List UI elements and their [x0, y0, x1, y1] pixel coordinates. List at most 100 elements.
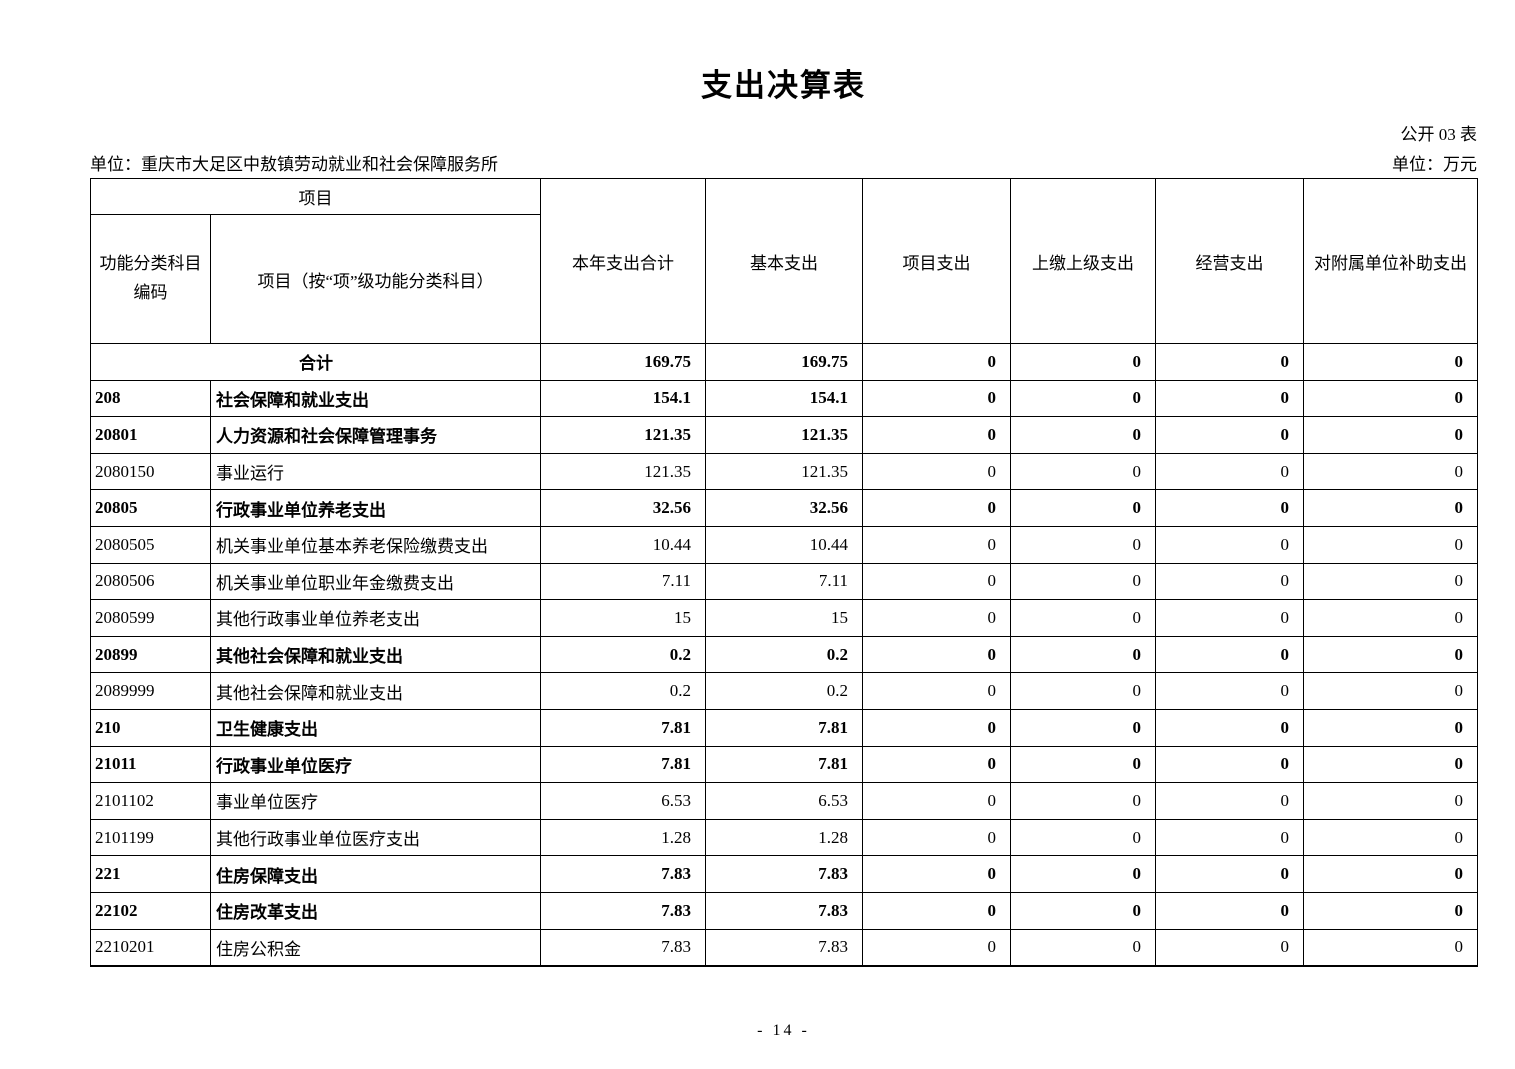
row-code: 221: [90, 855, 211, 893]
row-operating: 0: [1155, 708, 1304, 747]
row-basic: 15: [705, 599, 863, 637]
header-code-line2: 编码: [133, 283, 168, 302]
table-row: 2080150 事业运行 121.35 121.35 0 0 0 0: [90, 452, 1478, 491]
row-item: 机关事业单位基本养老保险缴费支出: [210, 525, 541, 564]
row-upper: 0: [1010, 928, 1156, 968]
table-row: 21011 行政事业单位医疗 7.81 7.81 0 0 0 0: [90, 745, 1478, 784]
row-upper: 0: [1010, 525, 1156, 564]
row-upper: 0: [1010, 562, 1156, 601]
page-title: 支出决算表: [701, 68, 866, 103]
row-subsidy: 0: [1303, 855, 1478, 893]
row-upper: 0: [1010, 635, 1156, 674]
row-basic: 0.2: [705, 635, 863, 674]
row-project: 0: [862, 525, 1011, 564]
row-operating: 0: [1155, 562, 1304, 601]
row-project: 0: [862, 416, 1011, 454]
table-row: 208 社会保障和就业支出 154.1 154.1 0 0 0 0: [90, 379, 1478, 418]
row-subsidy: 0: [1303, 782, 1478, 820]
row-total: 15: [540, 599, 706, 637]
row-upper: 0: [1010, 745, 1156, 784]
row-subsidy: 0: [1303, 928, 1478, 968]
header-col-total: 本年支出合计: [540, 178, 706, 344]
row-total: 7.81: [540, 745, 706, 784]
row-item: 行政事业单位医疗: [210, 745, 541, 784]
row-item: 人力资源和社会保障管理事务: [210, 416, 541, 454]
row-code: 22102: [90, 891, 211, 930]
row-basic: 121.35: [705, 452, 863, 491]
table-row: 2101199 其他行政事业单位医疗支出 1.28 1.28 0 0 0 0: [90, 818, 1478, 857]
table-row: 210 卫生健康支出 7.81 7.81 0 0 0 0: [90, 708, 1478, 747]
table-row: 2089999 其他社会保障和就业支出 0.2 0.2 0 0 0 0: [90, 672, 1478, 710]
row-upper: 0: [1010, 672, 1156, 710]
row-total: 32.56: [540, 489, 706, 527]
row-subsidy: 0: [1303, 635, 1478, 674]
row-item: 卫生健康支出: [210, 708, 541, 747]
table-row: 2080599 其他行政事业单位养老支出 15 15 0 0 0 0: [90, 599, 1478, 637]
table-row: 20805 行政事业单位养老支出 32.56 32.56 0 0 0 0: [90, 489, 1478, 527]
row-upper: 0: [1010, 379, 1156, 418]
table-row: 20801 人力资源和社会保障管理事务 121.35 121.35 0 0 0 …: [90, 416, 1478, 454]
row-subsidy: 0: [1303, 489, 1478, 527]
row-subsidy: 0: [1303, 599, 1478, 637]
row-operating: 0: [1155, 416, 1304, 454]
row-project: 0: [862, 672, 1011, 710]
row-operating: 0: [1155, 672, 1304, 710]
header-row-2: 功能分类科目 编码 项目（按“项”级功能分类科目）: [90, 214, 1478, 344]
row-basic: 10.44: [705, 525, 863, 564]
table-row: 22102 住房改革支出 7.83 7.83 0 0 0 0: [90, 891, 1478, 930]
row-code: 20899: [90, 635, 211, 674]
row-code: 2080150: [90, 452, 211, 491]
table-row: 221 住房保障支出 7.83 7.83 0 0 0 0: [90, 855, 1478, 893]
row-operating: 0: [1155, 891, 1304, 930]
row-item: 行政事业单位养老支出: [210, 489, 541, 527]
row-item: 住房公积金: [210, 928, 541, 968]
header-code-line1: 功能分类科目: [99, 254, 202, 274]
row-project: 0: [862, 452, 1011, 491]
row-operating: 0: [1155, 379, 1304, 418]
row-code: 2080599: [90, 599, 211, 637]
row-project: 0: [862, 635, 1011, 674]
row-code: 2089999: [90, 672, 211, 710]
row-total: 6.53: [540, 782, 706, 820]
header-col-subsidy: 对附属单位补助支出: [1303, 178, 1478, 344]
table-code-label: 公开 03 表: [1400, 125, 1478, 144]
row-basic: 7.11: [705, 562, 863, 601]
row-basic: 154.1: [705, 379, 863, 418]
row-basic: 6.53: [705, 782, 863, 820]
row-item: 社会保障和就业支出: [210, 379, 541, 418]
row-operating: 0: [1155, 818, 1304, 857]
row-upper: 0: [1010, 452, 1156, 491]
row-subsidy: 0: [1303, 708, 1478, 747]
row-operating: 0: [1155, 855, 1304, 893]
table-row: 2210201 住房公积金 7.83 7.83 0 0 0 0: [90, 928, 1478, 968]
table-row: 2101102 事业单位医疗 6.53 6.53 0 0 0 0: [90, 782, 1478, 820]
row-project: 0: [862, 379, 1011, 418]
row-basic: 121.35: [705, 416, 863, 454]
row-item: 其他行政事业单位养老支出: [210, 599, 541, 637]
row-item: 事业运行: [210, 452, 541, 491]
row-code: 2080506: [90, 562, 211, 601]
row-total: 0.2: [540, 635, 706, 674]
row-project: 0: [862, 562, 1011, 601]
row-code: 2101199: [90, 818, 211, 857]
row-project: 0: [862, 745, 1011, 784]
row-code: 20805: [90, 489, 211, 527]
row-project: 0: [862, 928, 1011, 968]
row-total: 7.83: [540, 928, 706, 968]
org-label: 单位：重庆市大足区中敖镇劳动就业和社会保障服务所: [90, 155, 498, 174]
row-upper: 0: [1010, 708, 1156, 747]
row-operating: 0: [1155, 599, 1304, 637]
row-total: 7.81: [540, 708, 706, 747]
expenditure-table: 项目 本年支出合计 基本支出 项目支出 上缴上级支出 经营支出 对附属单位补助支…: [90, 178, 1478, 968]
row-basic: 0.2: [705, 672, 863, 710]
row-basic: 169.75: [705, 343, 863, 381]
row-subsidy: 0: [1303, 525, 1478, 564]
row-total: 7.83: [540, 855, 706, 893]
row-total: 0.2: [540, 672, 706, 710]
header-col-basic: 基本支出: [705, 178, 863, 344]
row-upper: 0: [1010, 416, 1156, 454]
row-item: 其他行政事业单位医疗支出: [210, 818, 541, 857]
row-subsidy: 0: [1303, 818, 1478, 857]
row-upper: 0: [1010, 599, 1156, 637]
